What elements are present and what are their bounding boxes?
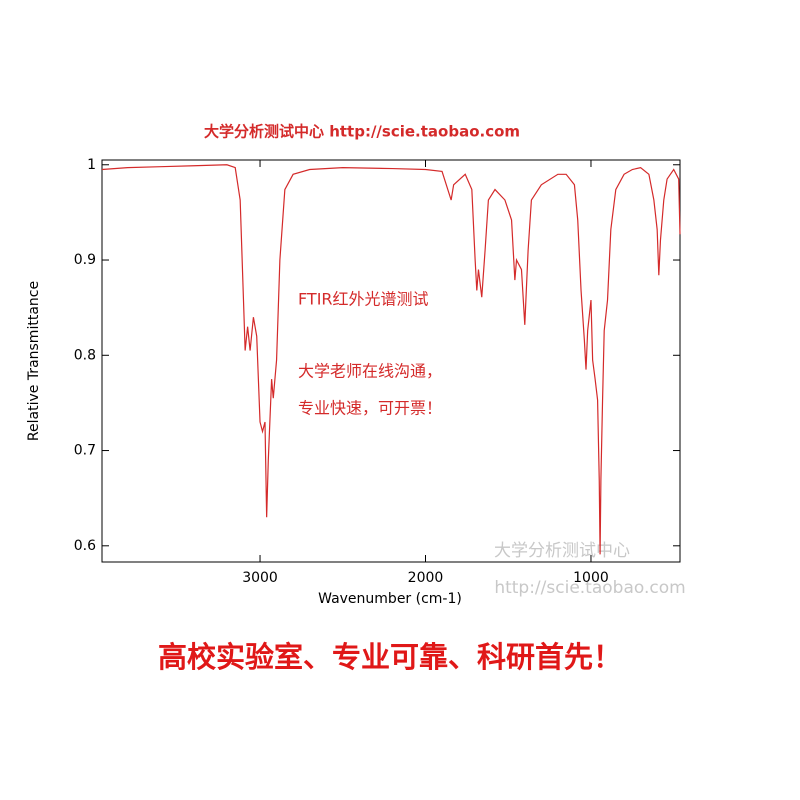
x-tick-label: 1000 (573, 570, 609, 586)
y-tick-label: 0.6 (74, 538, 96, 554)
y-tick-label: 0.7 (74, 443, 96, 459)
chart-title: 大学分析测试中心 http://scie.taobao.com (204, 123, 520, 141)
annotation: 大学老师在线沟通， (298, 362, 442, 381)
spectrum-line (101, 164, 681, 555)
watermark: http://scie.taobao.com (494, 578, 685, 598)
x-tick-label: 2000 (408, 570, 444, 586)
y-tick-label: 0.9 (74, 252, 96, 268)
watermark: 大学分析测试中心 (494, 541, 630, 561)
y-axis-label: Relative Transmittance (26, 281, 42, 441)
slogan: 高校实验室、专业可靠、科研首先！ (158, 640, 622, 674)
x-tick-label: 3000 (242, 570, 278, 586)
annotation: 专业快速，可开票！ (298, 399, 442, 418)
y-tick-label: 0.8 (74, 347, 96, 363)
plot-frame (101, 159, 681, 563)
annotation: FTIR红外光谱测试 (298, 290, 429, 309)
x-axis-label: Wavenumber (cm-1) (318, 591, 462, 607)
y-tick-label: 1 (87, 157, 96, 173)
